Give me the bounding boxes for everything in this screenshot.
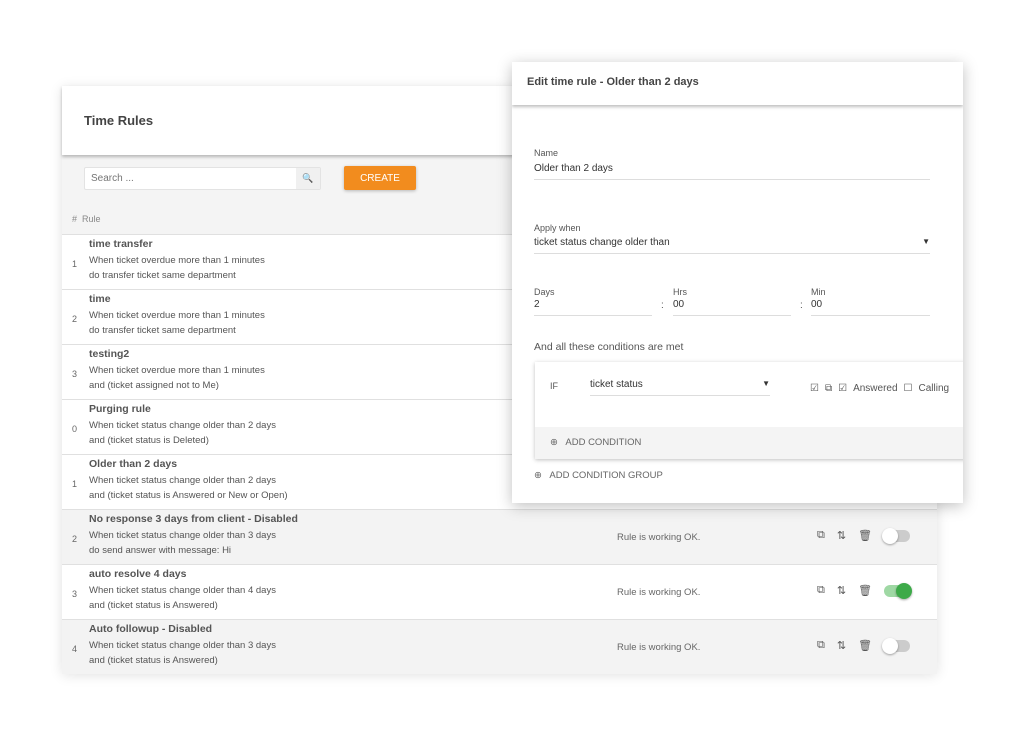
rule-condition: When ticket status change older than 3 d… [89,640,276,651]
if-label: IF [550,381,558,391]
rule-number: 3 [72,369,78,379]
min-label: Min [811,287,826,297]
copy-icon[interactable]: ⧉ [817,639,825,651]
table-row[interactable]: 3 auto resolve 4 days When ticket status… [62,564,937,619]
rule-condition: When ticket overdue more than 1 minutes [89,255,265,266]
copy-icon[interactable]: ⧉ [817,529,825,541]
rule-condition: When ticket overdue more than 1 minutes [89,310,265,321]
search-icon[interactable]: 🔍 [296,168,320,189]
rule-title: testing2 [89,348,130,360]
rule-condition: When ticket overdue more than 1 minutes [89,365,265,376]
reorder-icon[interactable]: ⇅ [836,530,847,542]
days-field[interactable]: 2 [534,299,652,316]
rule-title: time transfer [89,238,153,250]
apply-when-select[interactable]: ticket status change older than ▼ [534,237,930,254]
create-button[interactable]: CREATE [344,166,416,190]
conditions-label: And all these conditions are met [534,341,684,353]
rule-condition: When ticket status change older than 2 d… [89,475,276,486]
rule-number: 2 [72,314,78,324]
col-num: # [72,214,78,224]
reorder-icon[interactable]: ⇅ [836,585,847,597]
dialog-title: Edit time rule - Older than 2 days [512,62,963,105]
rule-condition: When ticket status change older than 4 d… [89,585,276,596]
chevron-down-icon: ▼ [922,237,930,246]
rule-action: and (ticket status is Deleted) [89,435,209,446]
checkbox-answered[interactable]: ☑ [838,383,848,394]
rule-status: Rule is working OK. [617,532,701,543]
rule-action: and (ticket status is Answered) [89,655,218,666]
min-field[interactable]: 00 [811,299,930,316]
rule-title: Purging rule [89,403,151,415]
table-row[interactable]: 4 Auto followup - Disabled When ticket s… [62,619,937,674]
rule-number: 2 [72,534,78,544]
answered-label: Answered [853,383,898,394]
rule-title: Older than 2 days [89,458,178,470]
enable-toggle[interactable] [882,637,911,654]
name-label: Name [534,148,559,158]
edit-rule-dialog: Edit time rule - Older than 2 days Name … [512,62,963,503]
rule-number: 0 [72,424,78,434]
rule-number: 4 [72,644,78,654]
page-title: Time Rules [84,113,154,128]
colon: : [800,300,803,311]
enable-toggle[interactable] [882,527,911,544]
rule-action: and (ticket assigned not to Me) [89,380,219,391]
condition-field-select[interactable]: ticket status ▼ [590,379,770,396]
trash-icon[interactable]: 🗑 [858,640,873,652]
rule-action: and (ticket status is Answered or New or… [89,490,288,501]
rule-action: do transfer ticket same department [89,270,236,281]
colon: : [661,300,664,311]
rule-action: do transfer ticket same department [89,325,236,336]
table-row[interactable]: 2 No response 3 days from client - Disab… [62,509,937,564]
search-box: 🔍 [84,167,321,190]
rule-status: Rule is working OK. [617,587,701,598]
apply-when-label: Apply when [534,223,581,233]
name-field[interactable]: Older than 2 days [534,163,930,180]
hrs-label: Hrs [673,287,687,297]
trash-icon[interactable]: 🗑 [858,530,873,542]
rule-title: No response 3 days from client - Disable… [89,513,298,525]
reorder-icon[interactable]: ⇅ [836,640,847,652]
search-input[interactable] [85,168,296,189]
rule-action: and (ticket status is Answered) [89,600,218,611]
plus-circle-icon: ⊕ [534,470,542,481]
trash-icon[interactable]: 🗑 [858,585,873,597]
rule-action: do send answer with message: Hi [89,545,232,556]
table-header: # Rule [72,214,101,224]
col-rule: Rule [82,214,101,224]
condition-group: IF ticket status ▼ ☑ ⧉ ☑ Answered ☐ Calling… [535,362,963,459]
rule-condition: When ticket status change older than 3 d… [89,530,276,541]
rule-title: time [89,293,111,305]
apply-when-value: ticket status change older than [534,237,670,248]
rule-condition: When ticket status change older than 2 d… [89,420,276,431]
copy-icon[interactable]: ⧉ [824,383,833,394]
checkbox-calling[interactable]: ☐ [903,383,913,394]
rule-number: 1 [72,259,78,269]
chevron-down-icon: ▼ [762,379,770,388]
add-condition-button[interactable]: ⊕ ADD CONDITION [535,427,963,459]
rule-title: Auto followup - Disabled [89,623,213,635]
rule-number: 3 [72,589,78,599]
days-label: Days [534,287,555,297]
add-condition-group-button[interactable]: ⊕ ADD CONDITION GROUP [534,470,663,481]
plus-circle-icon: ⊕ [550,437,558,448]
calling-label: Calling [918,383,950,394]
add-group-label: ADD CONDITION GROUP [549,470,663,481]
hrs-field[interactable]: 00 [673,299,791,316]
rule-status: Rule is working OK. [617,642,701,653]
enable-toggle[interactable] [884,582,913,599]
add-condition-label: ADD CONDITION [565,437,642,448]
rule-title: auto resolve 4 days [89,568,187,580]
copy-icon[interactable]: ⧉ [817,584,825,596]
rule-number: 1 [72,479,78,489]
select-all-icon[interactable]: ☑ [810,383,819,394]
condition-field-value: ticket status [590,379,643,390]
